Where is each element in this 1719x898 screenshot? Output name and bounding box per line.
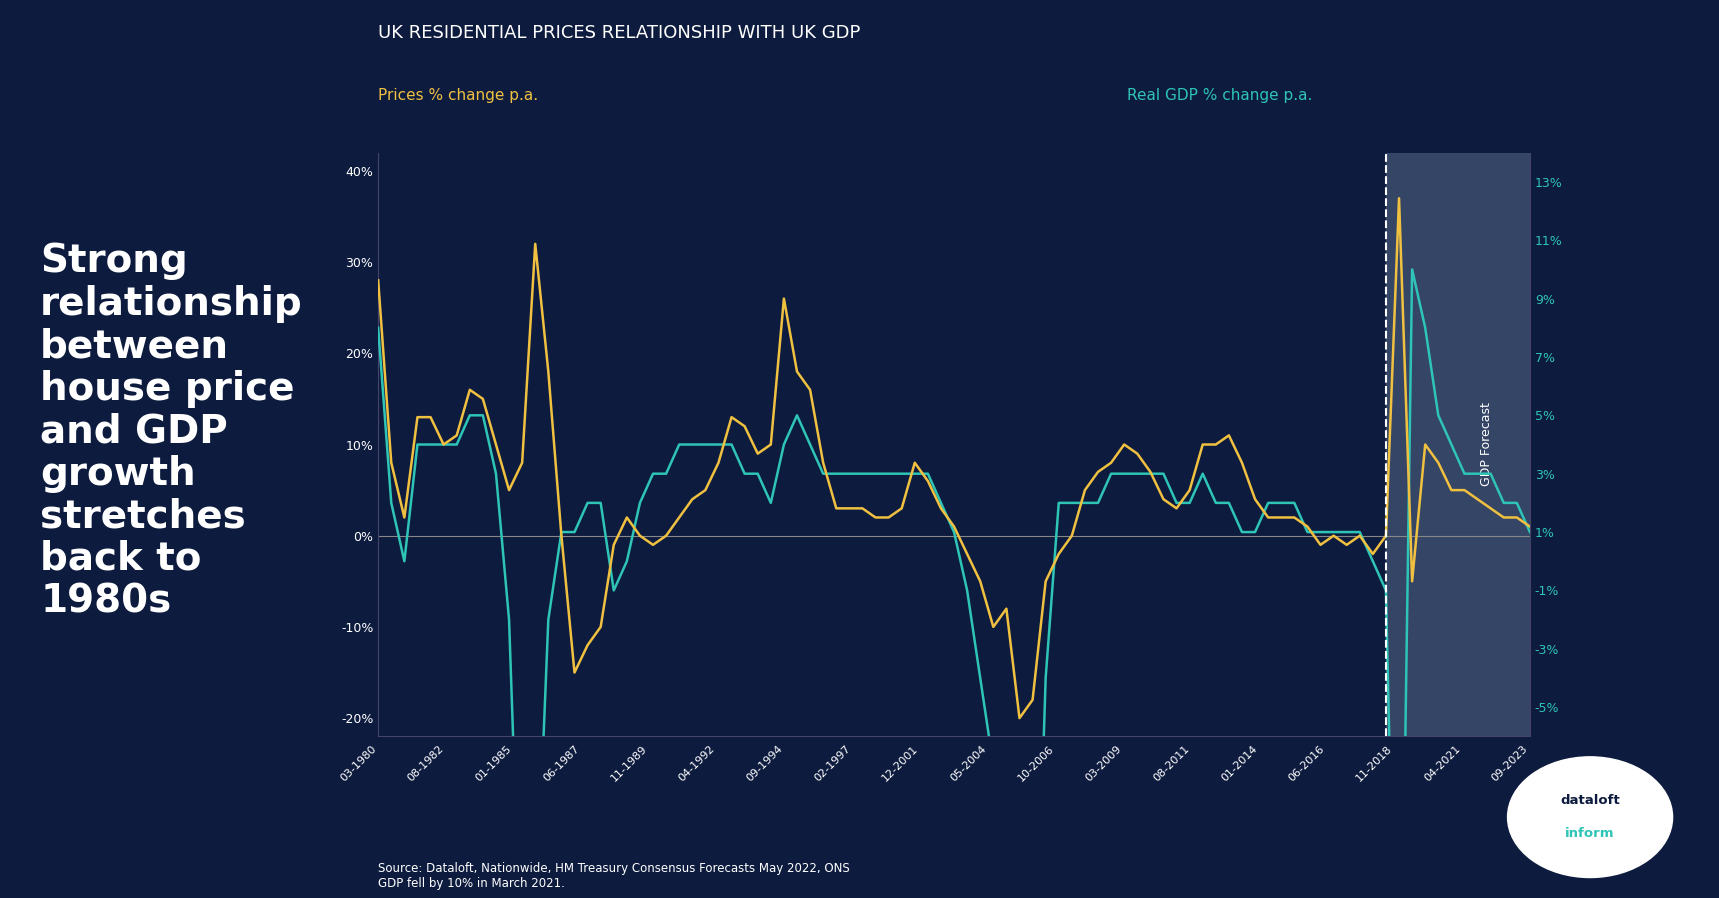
Text: UK RESIDENTIAL PRICES RELATIONSHIP WITH UK GDP: UK RESIDENTIAL PRICES RELATIONSHIP WITH …	[378, 24, 861, 42]
Text: GDP Forecast: GDP Forecast	[1480, 402, 1492, 487]
Text: Source: Dataloft, Nationwide, HM Treasury Consensus Forecasts May 2022, ONS
GDP : Source: Dataloft, Nationwide, HM Treasur…	[378, 862, 849, 890]
Text: inform: inform	[1566, 827, 1614, 840]
Text: Strong
relationship
between
house price
and GDP
growth
stretches
back to
1980s: Strong relationship between house price …	[40, 242, 303, 620]
Text: dataloft: dataloft	[1561, 795, 1619, 807]
Circle shape	[1508, 757, 1673, 877]
Text: Prices % change p.a.: Prices % change p.a.	[378, 89, 538, 103]
Text: Real GDP % change p.a.: Real GDP % change p.a.	[1128, 89, 1312, 103]
Bar	[1386, 153, 1530, 736]
